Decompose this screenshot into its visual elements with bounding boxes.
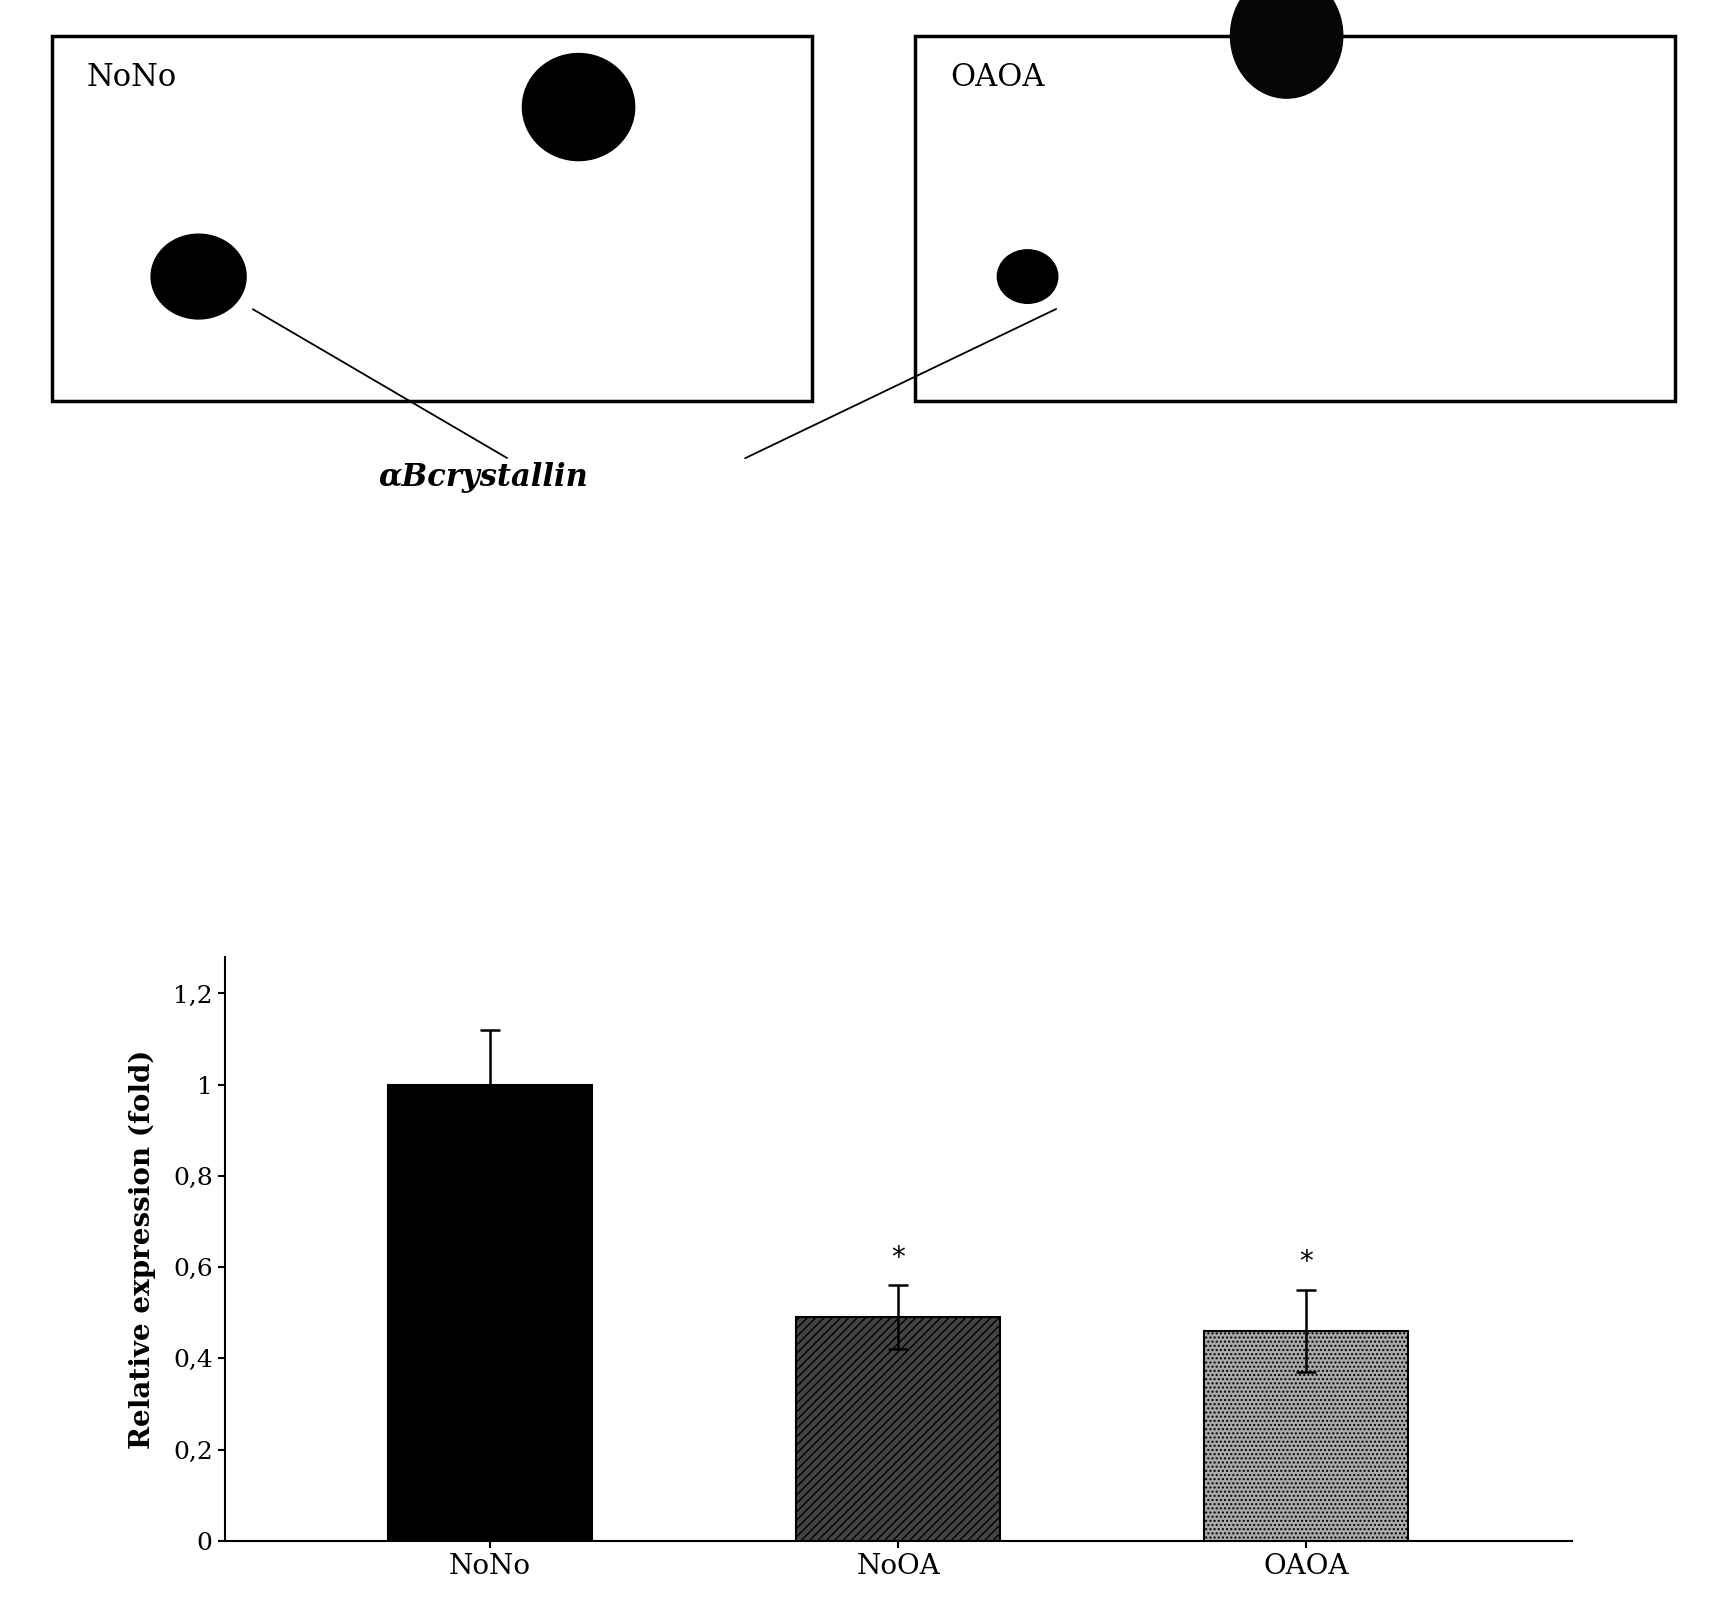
Bar [796, 1317, 1000, 1541]
Text: NoNo: NoNo [86, 63, 176, 94]
Text: *: * [891, 1244, 905, 1272]
Text: αBcrystallin: αBcrystallin [378, 462, 589, 493]
Ellipse shape [152, 234, 247, 320]
Ellipse shape [1230, 0, 1344, 99]
Bar [52, 36, 812, 401]
Text: OAOA: OAOA [950, 63, 1045, 94]
Ellipse shape [998, 250, 1057, 303]
Ellipse shape [522, 54, 636, 161]
Bar [389, 1085, 592, 1541]
Bar [1204, 1332, 1408, 1541]
Y-axis label: Relative expression (fold): Relative expression (fold) [130, 1049, 155, 1448]
Bar [915, 36, 1675, 401]
Text: *: * [1299, 1249, 1313, 1277]
